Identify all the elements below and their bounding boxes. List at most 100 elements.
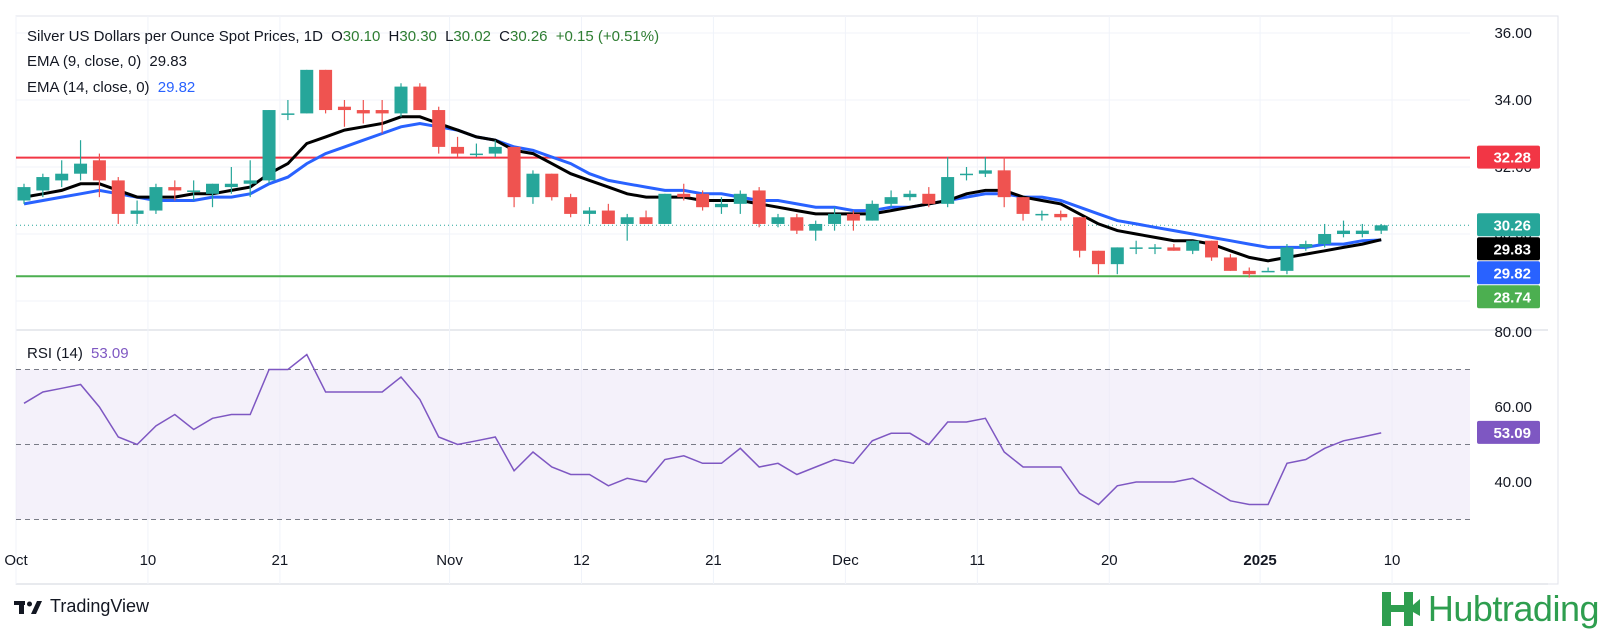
candle[interactable] <box>1374 223 1388 234</box>
candle[interactable] <box>469 143 483 157</box>
candle[interactable] <box>526 170 540 204</box>
candle[interactable] <box>1148 244 1162 255</box>
candle[interactable] <box>903 190 917 201</box>
candle[interactable] <box>55 160 69 188</box>
candle[interactable] <box>639 210 653 224</box>
candle[interactable] <box>978 156 992 178</box>
ema14-legend: EMA (14, close, 0) 29.82 <box>27 79 199 96</box>
candle[interactable] <box>1337 220 1350 238</box>
candle-body <box>941 177 955 204</box>
candle[interactable] <box>507 146 521 208</box>
high-value: 30.30 <box>399 28 437 45</box>
candle-body <box>771 217 785 224</box>
candle[interactable] <box>677 183 691 201</box>
candle[interactable] <box>17 183 31 204</box>
candle[interactable] <box>224 167 238 194</box>
candle[interactable] <box>658 193 672 224</box>
candle-body <box>1148 247 1162 249</box>
price-tag-text: 29.82 <box>1493 265 1531 282</box>
candle[interactable] <box>337 100 351 127</box>
candle[interactable] <box>922 187 936 208</box>
candle[interactable] <box>1318 223 1332 248</box>
candle[interactable] <box>168 180 182 201</box>
time-tick-label: 2025 <box>1243 552 1276 569</box>
candle[interactable] <box>828 207 842 231</box>
candle[interactable] <box>1261 267 1275 273</box>
candle[interactable] <box>601 203 615 224</box>
tradingview-logo[interactable]: TradingView <box>14 596 149 617</box>
candle[interactable] <box>733 190 747 214</box>
candle[interactable] <box>1242 267 1256 278</box>
candle[interactable] <box>281 100 295 121</box>
candle[interactable] <box>1091 250 1105 275</box>
time-tick-label: 11 <box>970 552 986 569</box>
candle[interactable] <box>1110 247 1124 275</box>
candle[interactable] <box>36 173 50 198</box>
candle[interactable] <box>1167 244 1181 251</box>
chart-title: Silver US Dollars per Ounce Spot Prices,… <box>27 28 323 45</box>
candle[interactable] <box>1054 210 1068 221</box>
candle[interactable] <box>488 140 502 157</box>
candle[interactable] <box>451 136 465 157</box>
candle[interactable] <box>149 183 163 214</box>
candle[interactable] <box>1280 244 1294 275</box>
candle[interactable] <box>1355 223 1369 238</box>
candle[interactable] <box>545 173 559 201</box>
candle[interactable] <box>1035 210 1049 221</box>
candle-body <box>1110 247 1124 265</box>
candle[interactable] <box>884 190 898 208</box>
candle[interactable] <box>394 83 408 117</box>
candle[interactable] <box>583 207 596 224</box>
candle[interactable] <box>696 190 710 211</box>
candle[interactable] <box>413 83 427 111</box>
candle-body <box>545 173 559 198</box>
candle[interactable] <box>356 100 370 124</box>
candle[interactable] <box>1186 240 1200 255</box>
candle[interactable] <box>752 187 766 228</box>
rsi-panel[interactable] <box>16 353 1470 520</box>
candle[interactable] <box>92 153 106 198</box>
candle[interactable] <box>262 110 276 184</box>
candle-body <box>620 217 634 224</box>
candlestick-series[interactable] <box>17 69 1388 278</box>
candle-body <box>36 177 50 191</box>
candle[interactable] <box>865 200 879 221</box>
candle-body <box>74 163 88 174</box>
candle[interactable] <box>941 156 955 208</box>
candle[interactable] <box>620 213 634 241</box>
candle[interactable] <box>1205 240 1219 261</box>
candle[interactable] <box>790 213 804 234</box>
candle[interactable] <box>206 183 219 208</box>
candle-body <box>488 146 502 154</box>
candle[interactable] <box>564 193 578 218</box>
candle[interactable] <box>771 213 785 228</box>
price-tag-text: 30.26 <box>1493 217 1531 234</box>
axes: 36.0034.0032.0030.0028.00Oct1021Nov1221D… <box>4 25 1532 569</box>
candle[interactable] <box>1129 240 1143 255</box>
candle[interactable] <box>111 177 125 224</box>
candle[interactable] <box>846 210 860 231</box>
candle[interactable] <box>319 69 333 114</box>
candle[interactable] <box>714 197 728 214</box>
candle[interactable] <box>1016 197 1030 221</box>
candle-body <box>281 113 295 115</box>
candle[interactable] <box>1223 254 1237 271</box>
candle[interactable] <box>187 180 201 201</box>
candle[interactable] <box>300 69 314 114</box>
candle[interactable] <box>375 100 389 134</box>
candle-body <box>714 203 728 208</box>
candle[interactable] <box>1299 240 1313 251</box>
candle[interactable] <box>809 220 823 241</box>
price-tag-bg <box>1477 285 1540 309</box>
candle[interactable] <box>74 140 88 181</box>
candle[interactable] <box>1073 217 1087 258</box>
candle-body <box>846 213 860 221</box>
candle[interactable] <box>243 160 257 198</box>
candle[interactable] <box>997 156 1011 208</box>
candle[interactable] <box>960 167 973 181</box>
candle[interactable] <box>432 106 446 154</box>
candle[interactable] <box>130 200 144 224</box>
price-tag: 32.28 <box>1477 145 1540 169</box>
rsi-tag-bg <box>1477 420 1540 444</box>
